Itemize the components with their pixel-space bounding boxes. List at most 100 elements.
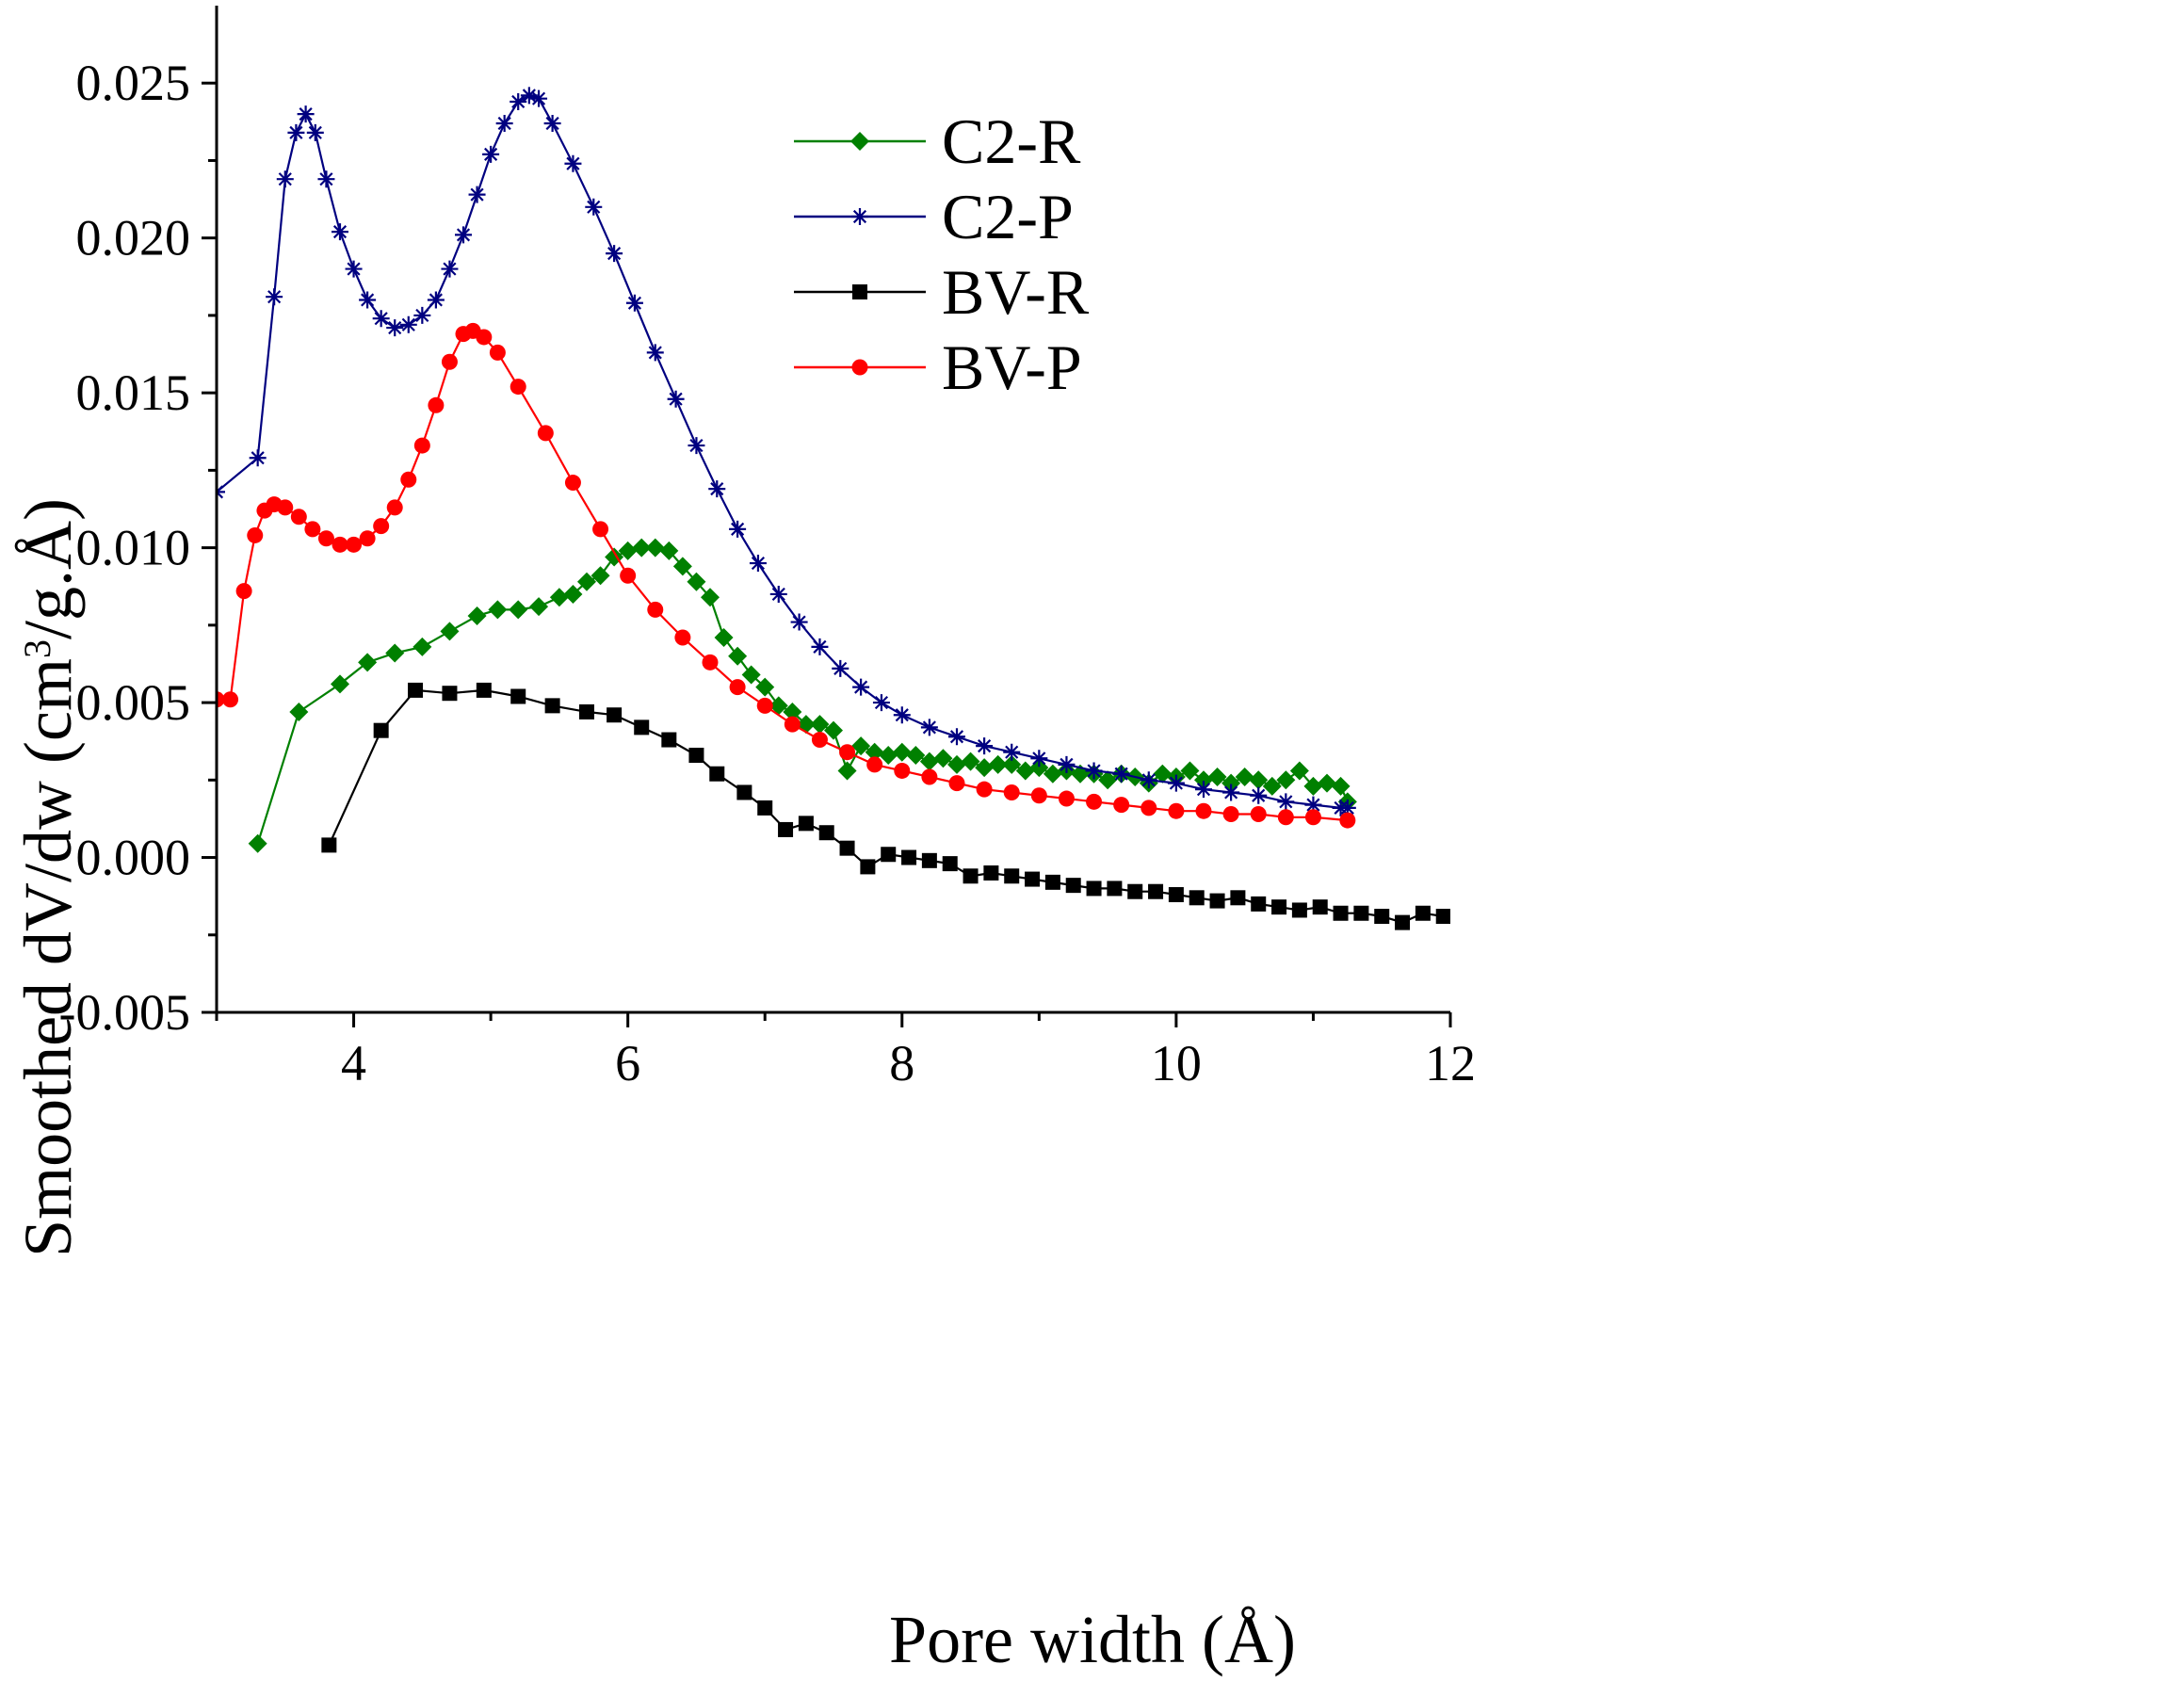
data-point-c2-p (287, 123, 305, 141)
data-point-c2-r (1098, 770, 1118, 790)
data-point-bv-p (1030, 787, 1047, 804)
data-point-c2-r (783, 702, 802, 721)
series-bv-r (321, 682, 1450, 930)
data-point-c2-r (467, 606, 487, 625)
data-point-bv-p (1304, 809, 1321, 826)
data-point-bv-p (510, 379, 526, 396)
data-point-bv-r (1230, 890, 1246, 906)
data-point-bv-r (1435, 909, 1450, 925)
data-point-bv-p (247, 526, 264, 543)
legend: C2-RC2-PBV-RBV-P (794, 105, 1090, 403)
data-point-c2-p (249, 449, 267, 467)
y-axis-title: Smoothed dV/dw (cm3/g.Å) (10, 498, 86, 1257)
data-point-c2-r (440, 622, 460, 641)
data-point-c2-p (948, 728, 965, 746)
data-point-c2-r (1318, 773, 1336, 793)
y-tick-label: 0.020 (76, 210, 191, 267)
data-point-bv-r (1251, 896, 1267, 912)
data-point-c2-p (441, 260, 459, 278)
data-point-c2-p (543, 114, 561, 132)
data-point-bv-p (1222, 805, 1239, 822)
y-tick-label: 0.000 (76, 830, 191, 886)
data-point-c2-r (672, 557, 692, 576)
data-point-bv-r (1107, 881, 1123, 897)
data-point-c2-r (714, 628, 734, 648)
data-point-bv-r (757, 800, 773, 816)
data-point-bv-p (413, 437, 430, 454)
y-tick-label: -0.005 (59, 984, 190, 1041)
data-point-bv-r (1044, 874, 1060, 890)
data-point-bv-p (784, 716, 801, 733)
data-point-c2-r (1289, 761, 1309, 781)
data-point-bv-p (811, 732, 828, 749)
data-point-c2-p (1195, 781, 1212, 799)
data-point-c2-p (1277, 793, 1295, 811)
data-point-bv-r (881, 847, 897, 863)
data-point-c2-p (852, 678, 870, 696)
data-point-c2-r (824, 720, 843, 740)
data-point-c2-r (289, 702, 309, 721)
data-point-bv-r (661, 732, 677, 748)
data-point-c2-p (306, 123, 324, 141)
data-point-bv-p (948, 775, 965, 792)
data-point-bv-r (1148, 883, 1164, 899)
data-point-bv-r (544, 698, 560, 714)
data-point-c2-p (495, 114, 513, 132)
data-point-bv-p (537, 425, 554, 442)
data-point-bv-p (620, 567, 637, 584)
data-point-c2-r (851, 736, 871, 756)
data-point-c2-r (865, 742, 884, 762)
data-point-c2-p (606, 245, 623, 263)
data-point-bv-p (647, 601, 664, 618)
data-point-bv-p (1339, 812, 1356, 829)
data-point-c2-p (708, 480, 726, 498)
data-point-c2-p (455, 226, 472, 244)
data-point-bv-p (564, 475, 581, 492)
data-point-bv-p (386, 499, 403, 516)
data-point-c2-p (1167, 774, 1185, 792)
data-point-c2-p (530, 89, 548, 107)
data-point-bv-r (1025, 871, 1041, 887)
data-point-bv-p (373, 518, 390, 535)
data-point-c2-r (1207, 768, 1227, 787)
data-point-bv-r (1291, 902, 1307, 918)
data-point-c2-p (332, 223, 348, 241)
data-point-c2-p (976, 737, 994, 755)
data-point-c2-r (1303, 776, 1323, 796)
data-point-c2-r (810, 715, 830, 735)
legend-label-c2-p: C2-P (942, 181, 1074, 252)
data-point-bv-p (217, 691, 225, 708)
x-tick-label: 10 (1151, 1035, 1202, 1091)
data-point-c2-r (988, 754, 1008, 774)
data-point-bv-r (709, 766, 725, 782)
legend-item-c2-r: C2-R (794, 105, 1081, 177)
data-point-bv-p (976, 781, 993, 798)
data-point-c2-p (520, 87, 538, 105)
data-point-c2-p (667, 390, 685, 408)
data-point-bv-r (798, 816, 814, 832)
legend-label-bv-r: BV-R (942, 256, 1090, 328)
y-tick-label: 0.010 (76, 520, 191, 576)
data-point-c2-r (248, 833, 267, 853)
data-point-bv-r (921, 852, 937, 868)
data-point-bv-p (1168, 802, 1185, 819)
data-point-bv-r (778, 821, 794, 837)
y-axis-title-main: Smoothed dV/dw (cm (10, 658, 86, 1257)
data-point-c2-r (701, 588, 720, 607)
data-point-bv-p (894, 762, 911, 779)
data-point-c2-p (345, 260, 363, 278)
data-point-bv-r (607, 707, 623, 723)
data-point-bv-r (442, 686, 458, 702)
data-point-c2-p (920, 719, 938, 736)
data-point-bv-r (1168, 887, 1184, 903)
data-point-c2-r (577, 572, 596, 591)
legend-item-c2-p: C2-P (794, 181, 1074, 252)
data-point-c2-r (961, 752, 980, 771)
data-point-c2-p (359, 291, 377, 309)
data-point-c2-r (768, 696, 788, 716)
data-point-bv-r (1415, 905, 1431, 921)
data-point-c2-p (413, 306, 431, 324)
y-tick-label: 0.005 (76, 674, 191, 731)
data-point-c2-p (468, 186, 486, 203)
data-point-c2-r (331, 674, 349, 694)
